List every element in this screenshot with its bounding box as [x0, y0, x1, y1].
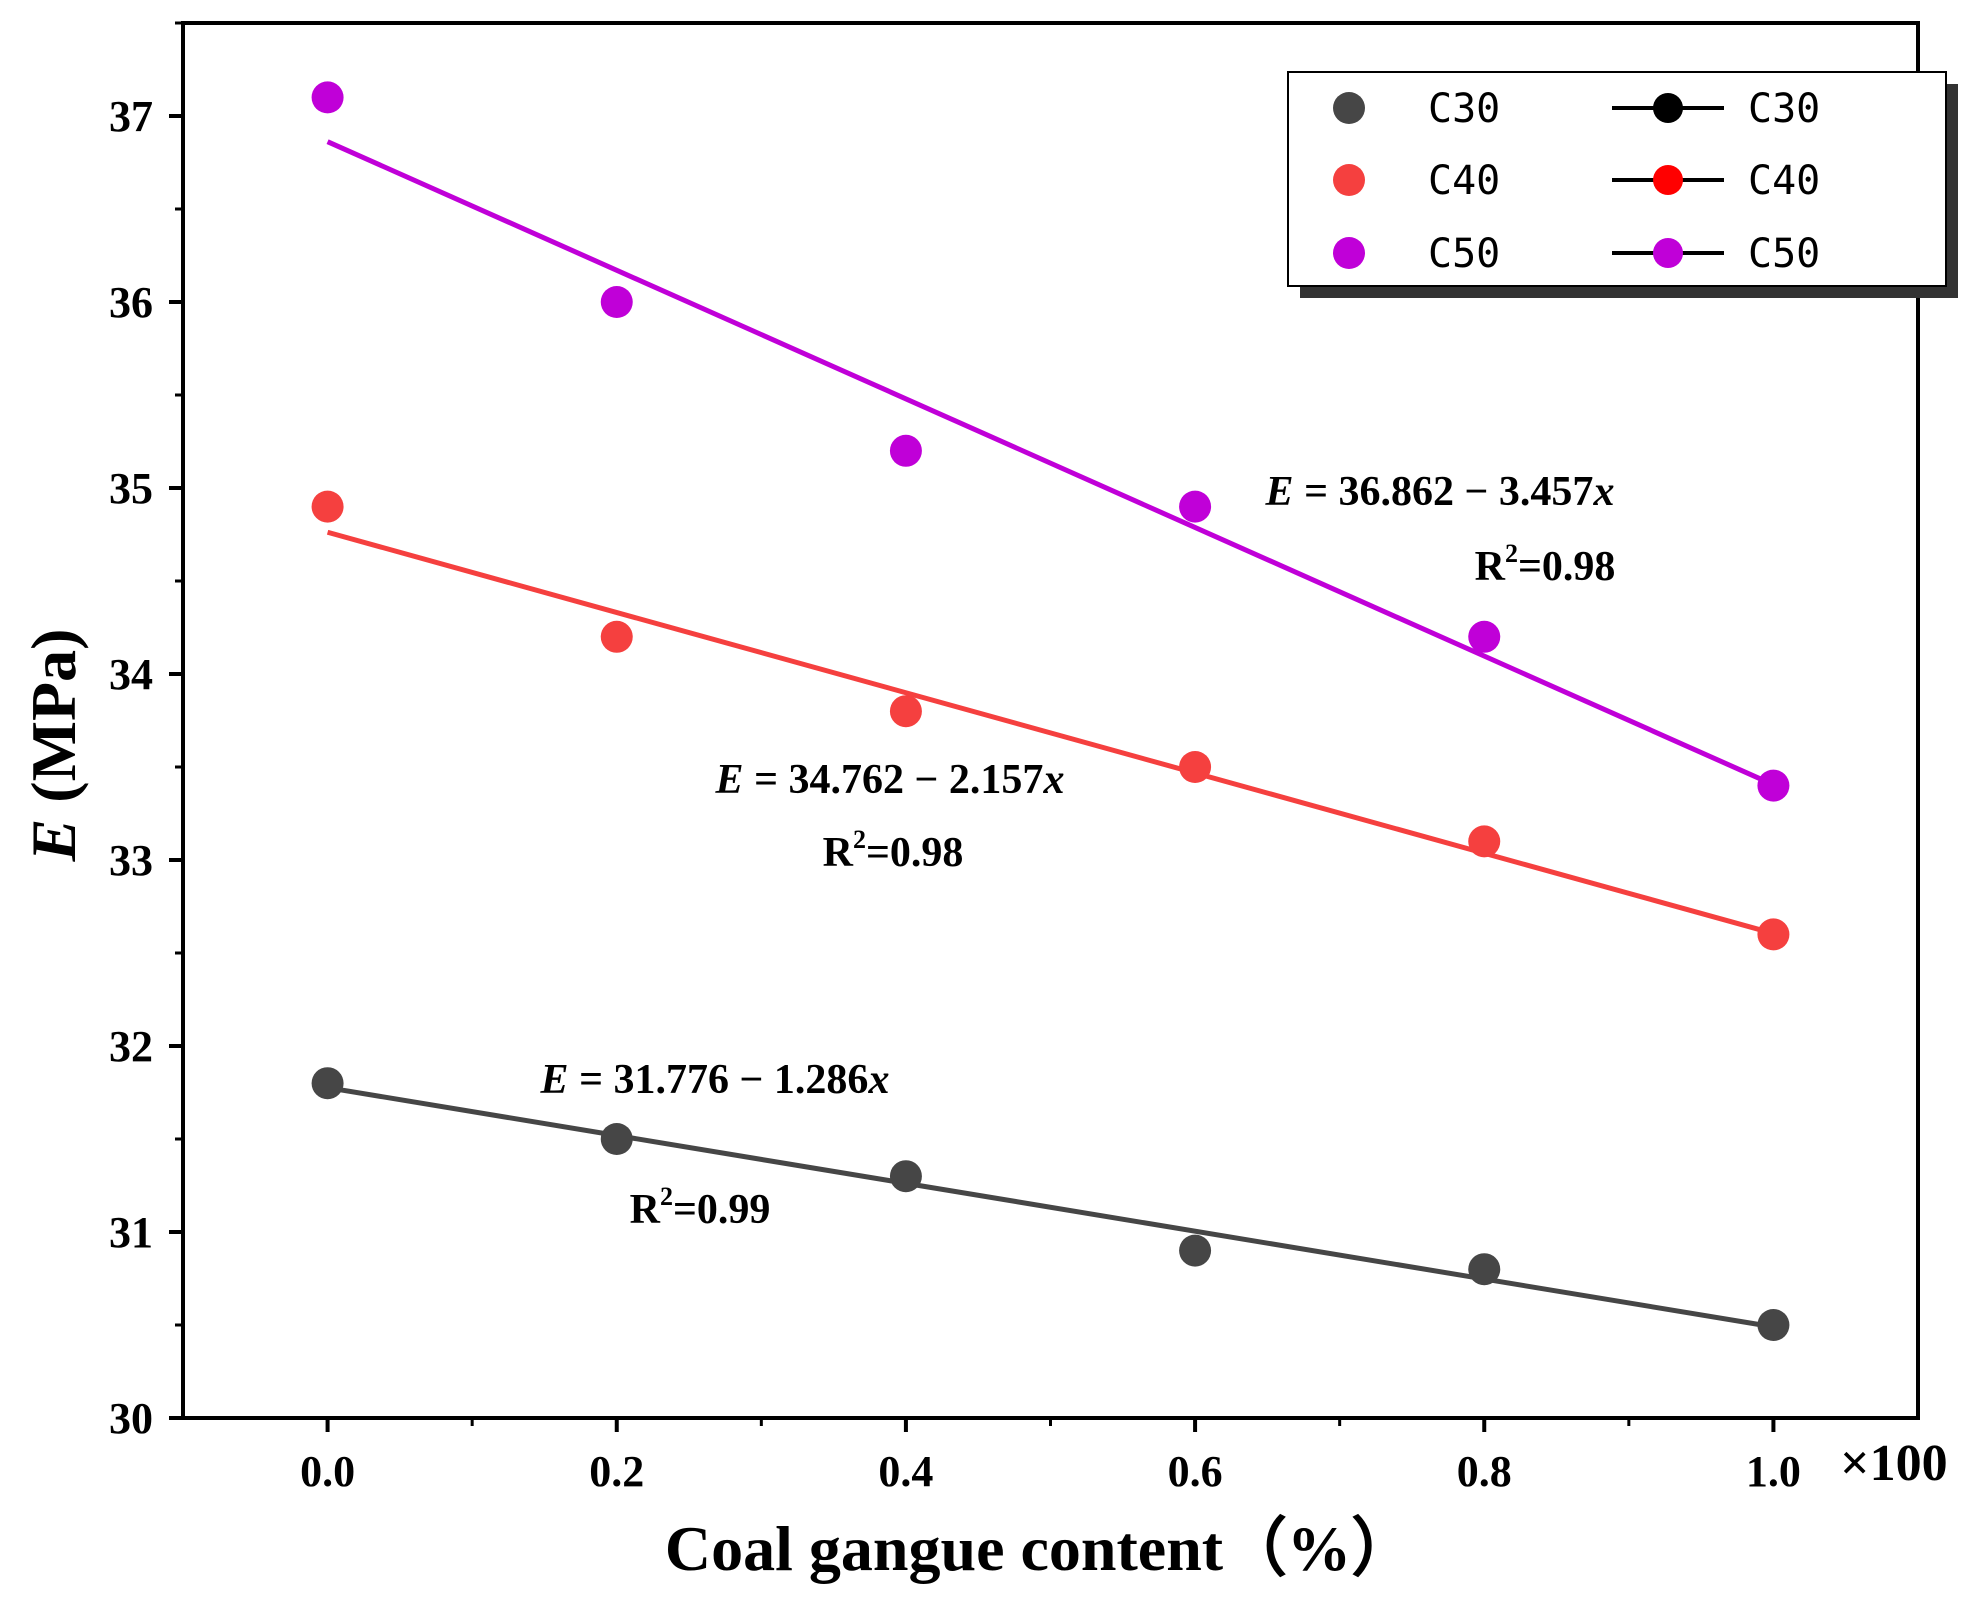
equation-body: = 36.862 − 3.457	[1294, 469, 1594, 515]
equation-var-x: x	[1042, 757, 1064, 803]
y-tick-label: 31	[109, 1208, 153, 1257]
data-point-c40	[889, 695, 922, 728]
r-squared-c40: R2=0.98	[823, 825, 964, 876]
legend-marker-c40	[1333, 164, 1365, 196]
r-squared-superscript: 2	[1505, 539, 1518, 568]
y-tick-label: 36	[109, 278, 153, 327]
legend-marker-c50	[1333, 237, 1365, 269]
data-points	[311, 81, 1790, 1341]
legend-line-label-c40: C40	[1748, 158, 1820, 204]
x-axis-title: Coal gangue content（%）	[665, 1513, 1415, 1584]
y-tick-label: 33	[109, 836, 153, 885]
data-point-c50	[1179, 490, 1212, 523]
y-tick-label: 34	[109, 650, 153, 699]
r-squared-base: R	[823, 830, 854, 876]
data-point-c40	[600, 620, 633, 653]
equation-var-e: E	[715, 757, 744, 803]
equation-body: = 31.776 − 1.286	[569, 1057, 869, 1103]
legend-label-c40: C40	[1428, 158, 1500, 204]
equation-var-e: E	[540, 1057, 569, 1103]
fit-line-c50	[326, 139, 1775, 787]
data-point-c40	[1468, 825, 1501, 858]
r-squared-value: =0.98	[1518, 544, 1615, 590]
fit-equation-c50: E = 36.862 − 3.457x	[1265, 469, 1615, 515]
data-point-c40	[1757, 918, 1790, 951]
fit-equation-c40: E = 34.762 − 2.157x	[715, 757, 1065, 803]
data-point-c30	[1468, 1253, 1501, 1286]
equation-var-e: E	[1265, 469, 1294, 515]
x-tick-label: 0.6	[1168, 1447, 1223, 1496]
data-point-c40	[311, 490, 344, 523]
data-point-c30	[1179, 1234, 1212, 1267]
equation-var-x: x	[867, 1057, 889, 1103]
fit-equation-c30: E = 31.776 − 1.286x	[540, 1057, 890, 1103]
legend-line-label-c30: C30	[1748, 86, 1820, 132]
legend-line-marker-c30	[1653, 93, 1683, 123]
r-squared-superscript: 2	[853, 825, 866, 854]
data-point-c40	[1179, 751, 1212, 783]
r-squared-c30: R2=0.99	[630, 1182, 771, 1233]
equation-var-x: x	[1592, 469, 1614, 515]
legend-marker-c30	[1333, 92, 1365, 124]
y-tick-label: 35	[109, 464, 153, 513]
legend-label-c30: C30	[1428, 86, 1500, 132]
x-tick-label: 0.4	[878, 1447, 933, 1496]
y-tick-label: 30	[109, 1394, 153, 1443]
x-tick-label: 0.0	[300, 1447, 355, 1496]
y-tick-label: 37	[109, 92, 153, 141]
fit-line-c30	[327, 1085, 1774, 1330]
legend-label-c50: C50	[1428, 231, 1500, 277]
x-axis-multiplier: ×100	[1840, 1435, 1948, 1492]
x-tick-label: 0.2	[589, 1447, 644, 1496]
r-squared-base: R	[1475, 544, 1506, 590]
y-axis-title-unit: (MPa)	[18, 629, 89, 819]
y-axis-title: E (MPa)	[18, 629, 89, 863]
data-point-c30	[1757, 1309, 1790, 1341]
legend-line-marker-c50	[1653, 238, 1683, 268]
fit-lines	[326, 139, 1775, 1330]
r-squared-value: =0.98	[866, 830, 963, 876]
data-point-c50	[311, 81, 344, 114]
data-point-c30	[311, 1067, 344, 1100]
data-point-c50	[1468, 620, 1501, 653]
legend: C30 C30 C40 C40 C50 C50	[1287, 71, 1958, 298]
x-tick-label: 1.0	[1746, 1447, 1801, 1496]
y-tick-label: 32	[109, 1022, 153, 1071]
r-squared-base: R	[630, 1187, 661, 1233]
data-point-c50	[1757, 769, 1790, 802]
y-axis-title-var: E	[18, 819, 89, 863]
r-squared-c50: R2=0.98	[1475, 539, 1616, 590]
r-squared-value: =0.99	[673, 1187, 770, 1233]
data-point-c50	[600, 286, 633, 318]
data-point-c50	[889, 434, 922, 467]
legend-line-label-c50: C50	[1748, 231, 1820, 277]
equation-body: = 34.762 − 2.157	[744, 757, 1044, 803]
ticks: 0.0 0.2 0.4 0.6 0.8 1.0 30 31 32 33 34 35 36 37	[109, 21, 1801, 1496]
fit-line-c40	[326, 529, 1775, 936]
data-point-c30	[600, 1123, 633, 1155]
legend-line-marker-c40	[1653, 165, 1683, 195]
x-tick-label: 0.8	[1457, 1447, 1512, 1496]
r-squared-superscript: 2	[660, 1182, 673, 1211]
data-point-c30	[889, 1160, 922, 1193]
